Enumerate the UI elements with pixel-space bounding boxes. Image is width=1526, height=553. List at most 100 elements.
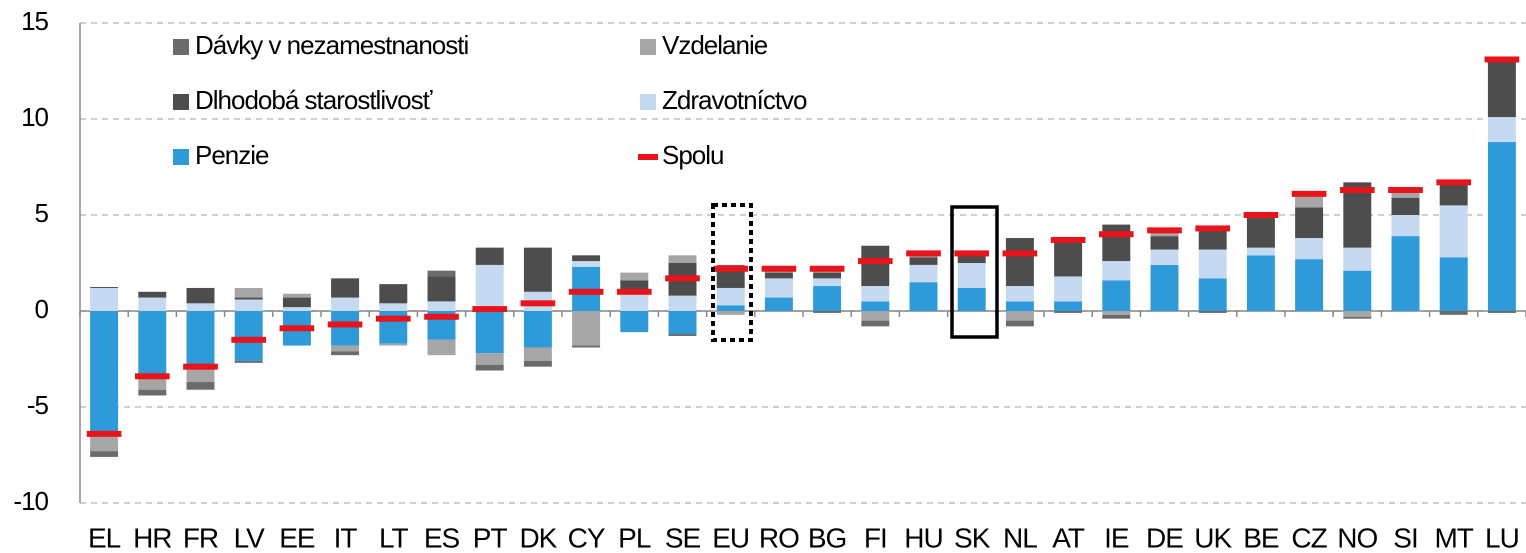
total-marker [906, 250, 941, 257]
total-marker [761, 265, 797, 272]
x-tick-label: SI [1393, 522, 1417, 553]
legend-swatch [640, 39, 656, 55]
bar-segment [1102, 261, 1131, 281]
total-marker [327, 321, 363, 328]
x-tick-label: EE [279, 522, 315, 553]
total-marker [1339, 187, 1375, 194]
total-marker [1002, 250, 1038, 257]
bar-segment [331, 345, 360, 352]
bar-segment [90, 311, 119, 436]
total-marker [520, 300, 556, 307]
bar-segment [957, 255, 986, 263]
total-marker [809, 265, 845, 272]
x-tick-label: MT [1434, 522, 1473, 553]
total-marker [1195, 225, 1231, 232]
bar-segment [282, 307, 311, 311]
total-marker [1098, 231, 1134, 238]
bar-segment [1391, 197, 1420, 215]
bar-segment [475, 353, 504, 365]
x-tick-label: FI [864, 522, 887, 553]
total-marker [183, 363, 218, 370]
bar-segment [1102, 311, 1131, 315]
bar-segment [282, 293, 311, 298]
bar-segment [572, 345, 601, 348]
bar-segment [716, 311, 745, 315]
bar-segment [1487, 59, 1516, 118]
bar-segment [572, 255, 601, 262]
bar-segment [1198, 311, 1227, 313]
bar-segment [234, 311, 263, 361]
bar-segment [379, 284, 408, 304]
x-tick-label: CZ [1291, 522, 1327, 553]
bar-segment [909, 257, 938, 265]
bar-segment [1391, 236, 1420, 311]
bar-segment [1439, 182, 1468, 206]
bar-segment [186, 287, 215, 304]
bar-segment [331, 311, 360, 346]
bar-segment [1150, 249, 1179, 265]
bar-segment [764, 272, 793, 279]
bar-segment [90, 287, 119, 311]
legend-swatch [173, 39, 189, 55]
x-tick-label: BE [1243, 522, 1279, 553]
total-marker [616, 288, 652, 295]
bar-segment [813, 311, 842, 313]
bar-segment [1487, 117, 1516, 143]
x-tick-label: HU [904, 522, 942, 553]
bar-segment [620, 293, 649, 311]
bar-segment [138, 389, 167, 396]
bar-segment [1054, 241, 1083, 277]
total-marker [954, 250, 990, 257]
total-marker [857, 258, 893, 265]
y-tick-label: 5 [35, 198, 49, 228]
x-tick-label: LT [379, 522, 408, 553]
bar-segment [1391, 215, 1420, 237]
y-tick-label: 15 [21, 6, 48, 36]
bar-segment [1343, 311, 1372, 317]
bar-segment [138, 291, 167, 298]
total-marker [1436, 179, 1472, 186]
bar-segment [1343, 316, 1372, 319]
bar-segment [331, 278, 360, 298]
bar-segment [1439, 205, 1468, 258]
total-marker [279, 325, 315, 332]
bar-segment [572, 261, 601, 267]
bar-segment [1295, 207, 1324, 239]
bar-segment [1439, 311, 1468, 315]
x-tick-label: ES [424, 522, 460, 553]
bar-segment [1198, 230, 1227, 250]
bar-segment [572, 311, 601, 346]
bar-segment [813, 278, 842, 287]
bar-segment [234, 287, 263, 298]
x-tick-label: PT [473, 522, 508, 553]
bar-segment [427, 270, 456, 277]
bar-segment [427, 276, 456, 302]
x-tick-label: RO [759, 522, 799, 553]
bar-segment [475, 247, 504, 265]
total-marker [1388, 187, 1423, 194]
total-marker [713, 265, 749, 272]
bar-segment [1005, 311, 1034, 321]
bar-segment [1150, 264, 1179, 311]
x-tick-label: SE [665, 522, 701, 553]
total-marker [1484, 56, 1520, 63]
x-tick-label: LU [1485, 522, 1519, 553]
bar-segment [523, 347, 552, 361]
bar-segment [861, 301, 890, 311]
y-tick-label: 0 [35, 294, 49, 324]
bar-segment [90, 435, 119, 452]
bar-segment [1295, 238, 1324, 260]
bar-segment [1246, 247, 1275, 256]
bar-segment [1343, 247, 1372, 271]
bar-segment [331, 297, 360, 311]
bar-segment [234, 297, 263, 300]
bar-segment [331, 351, 360, 356]
total-marker [375, 315, 411, 322]
bar-segment [1054, 301, 1083, 311]
bar-segment [861, 311, 890, 321]
legend-label: Zdravotníctvo [662, 85, 807, 115]
total-marker [568, 288, 604, 295]
x-tick-label: IE [1104, 522, 1129, 553]
legend-swatch [638, 154, 658, 160]
bar-segment [1487, 311, 1516, 313]
